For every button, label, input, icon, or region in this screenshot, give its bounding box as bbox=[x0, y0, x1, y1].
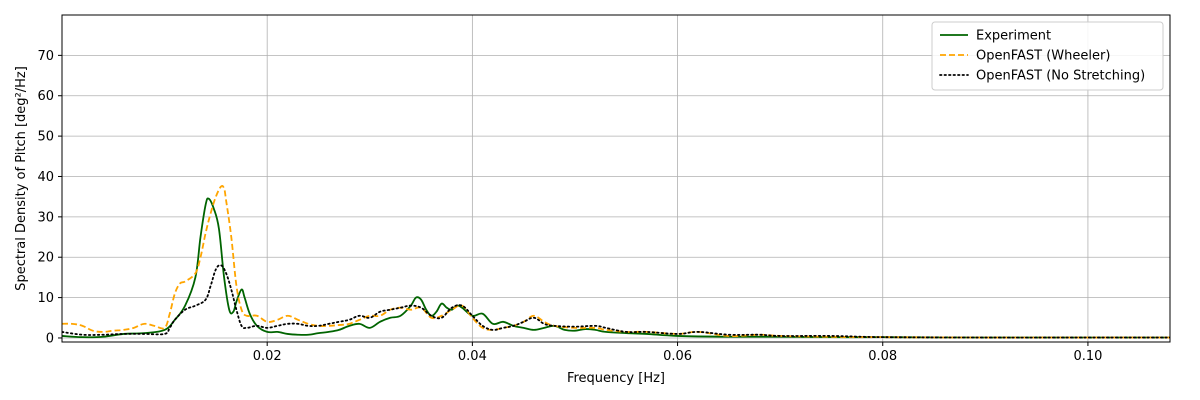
axes-frame bbox=[61, 14, 1171, 343]
legend-box bbox=[931, 21, 1164, 91]
y-tick-label: 10 bbox=[37, 291, 54, 306]
y-tick-label: 70 bbox=[37, 49, 54, 64]
x-tick-label: 0.08 bbox=[868, 349, 897, 364]
series-line-openfast-wheeler bbox=[62, 185, 1170, 339]
y-tick-label: 0 bbox=[46, 331, 54, 346]
y-tick-label: 30 bbox=[37, 210, 54, 225]
legend-label: OpenFAST (Wheeler) bbox=[976, 49, 1110, 64]
y-tick-label: 50 bbox=[37, 130, 54, 145]
series-line-openfast-no-stretching bbox=[62, 264, 1170, 339]
x-tick-label: 0.10 bbox=[1073, 349, 1102, 364]
x-tick-label: 0.06 bbox=[663, 349, 692, 364]
series-line-experiment bbox=[62, 197, 1170, 339]
legend: Experiment OpenFAST (Wheeler) OpenFAST (No… bbox=[931, 21, 1164, 91]
y-tick-label: 20 bbox=[37, 251, 54, 266]
legend-label: Experiment bbox=[976, 29, 1051, 44]
y-axis-label: Spectral Density of Pitch [deg²/Hz] bbox=[14, 66, 29, 291]
y-tick-label: 40 bbox=[37, 170, 54, 185]
legend-label: OpenFAST (No Stretching) bbox=[976, 69, 1145, 84]
x-tick-label: 0.04 bbox=[458, 349, 487, 364]
x-axis-label: Frequency [Hz] bbox=[567, 371, 665, 386]
x-tick-label: 0.02 bbox=[253, 349, 282, 364]
y-tick-label: 60 bbox=[37, 89, 54, 104]
